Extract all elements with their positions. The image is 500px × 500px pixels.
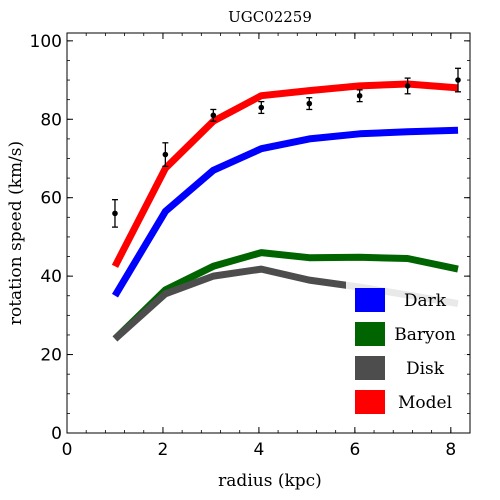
data-point xyxy=(306,100,313,107)
legend-swatch-model xyxy=(355,390,385,414)
x-tick-labels: 0 2 4 6 8 xyxy=(62,440,457,460)
observation-point xyxy=(455,67,462,93)
series-line-model xyxy=(111,80,459,268)
legend-label-baryon: Baryon xyxy=(394,325,456,345)
legend-label-dark: Dark xyxy=(404,291,447,311)
observation-point xyxy=(210,108,217,122)
y-tick-label: 0 xyxy=(51,424,62,444)
data-point xyxy=(258,104,265,111)
x-axis-label: radius (kpc) xyxy=(218,471,322,491)
series-line-baryon xyxy=(112,249,459,342)
data-point xyxy=(455,77,461,83)
observation-point xyxy=(404,77,411,95)
observations-layer xyxy=(111,67,462,228)
data-point xyxy=(162,151,169,158)
x-tick-label: 8 xyxy=(445,440,456,460)
chart-title: UGC02259 xyxy=(228,8,312,26)
legend-label-disk: Disk xyxy=(406,359,445,379)
data-point xyxy=(404,83,411,89)
legend-label-model: Model xyxy=(398,393,452,413)
observation-point xyxy=(111,199,118,228)
plot-frame xyxy=(66,32,471,434)
legend-swatch-dark xyxy=(355,288,385,312)
legend: Dark Baryon Disk Model xyxy=(346,277,467,419)
y-tick-label: 60 xyxy=(40,189,62,209)
axis-ticks xyxy=(66,33,470,434)
observation-point xyxy=(306,97,313,111)
y-tick-label: 20 xyxy=(40,346,62,366)
y-tick-labels: 0 20 40 60 80 100 xyxy=(30,32,62,444)
y-tick-label: 100 xyxy=(30,32,62,52)
data-point xyxy=(356,92,363,99)
x-tick-label: 6 xyxy=(349,440,360,460)
data-point xyxy=(112,210,118,217)
x-tick-label: 4 xyxy=(253,440,264,460)
x-tick-label: 2 xyxy=(158,440,169,460)
data-point xyxy=(210,112,217,119)
x-tick-label: 0 xyxy=(62,440,73,460)
legend-swatch-disk xyxy=(355,356,385,380)
observation-point xyxy=(258,100,265,115)
y-tick-label: 40 xyxy=(40,267,62,287)
y-tick-label: 80 xyxy=(40,110,62,130)
series-line-dark xyxy=(111,126,459,298)
legend-swatch-baryon xyxy=(355,322,385,346)
y-axis-label: rotation speed (km/s) xyxy=(6,141,26,325)
observation-point xyxy=(356,89,363,103)
observation-point xyxy=(162,142,169,167)
